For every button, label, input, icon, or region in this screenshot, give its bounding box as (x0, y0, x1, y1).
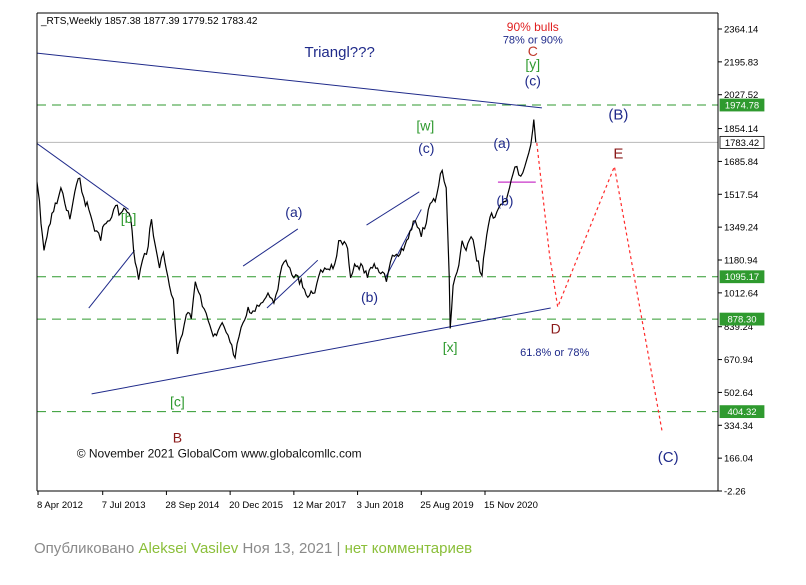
wave-label-15: E (613, 146, 623, 163)
y-tick-label-13: 166.04 (724, 454, 753, 465)
wave-label-12: B (173, 430, 182, 446)
wave-label-16: (C) (658, 449, 679, 466)
y-tick-label-2: 2027.52 (724, 90, 758, 101)
price-chart: C[y](c)(a)(b)(c)[w][x](a)(b)[b][c]BD(B)E… (36, 12, 765, 511)
wave-label-7: [x] (443, 339, 458, 355)
y-tick-label-14: -2.26 (724, 487, 746, 498)
wave-label-5: (c) (418, 140, 434, 156)
x-tick-label-5: 3 Jun 2018 (357, 500, 404, 511)
trend-line-2 (37, 142, 129, 210)
level-tag-label-2: 1095.17 (725, 272, 759, 283)
level-tag-2 (719, 270, 765, 284)
y-tick-label-4: 1685.84 (724, 157, 758, 168)
annotation-4: © November 2021 GlobalCom www.globalcoml… (77, 446, 362, 460)
trend-line-7 (385, 209, 422, 278)
x-tick-label-2: 28 Sep 2014 (165, 500, 219, 511)
plot-area: C[y](c)(a)(b)(c)[w][x](a)(b)[b][c]BD(B)E… (37, 20, 718, 466)
price-line (37, 119, 537, 360)
level-tag-4 (719, 405, 765, 419)
level-tag-label-4: 404.32 (727, 407, 756, 418)
wave-label-14: (B) (608, 107, 628, 124)
x-tick-label-4: 12 Mar 2017 (293, 500, 346, 511)
published-prefix: Опубликовано (34, 540, 135, 557)
trend-line-5 (266, 259, 319, 309)
y-tick-label-6: 1349.24 (724, 223, 758, 234)
comments-link[interactable]: нет комментариев (344, 540, 473, 557)
wave-label-9: (b) (361, 289, 378, 305)
annotation-1: 78% or 90% (503, 34, 563, 46)
annotation-3: Triangl??? (304, 44, 374, 61)
publication-footer: Опубликовано Aleksei Vasilev Ноя 13, 202… (34, 540, 472, 557)
wave-label-10: [b] (121, 210, 137, 226)
wave-label-0: C (528, 43, 538, 59)
level-tag-label-0: 1974.78 (725, 101, 759, 112)
y-tick-label-3: 1854.14 (724, 124, 758, 135)
level-tag-label-1: 1783.42 (725, 138, 759, 149)
y-tick-label-12: 334.34 (724, 421, 753, 432)
level-tag-0 (719, 98, 765, 112)
x-tick-label-3: 20 Dec 2015 (229, 500, 283, 511)
trend-line-4 (242, 228, 299, 267)
level-tag-3 (719, 312, 765, 326)
wave-label-4: (b) (496, 193, 513, 209)
trend-line-6 (366, 191, 420, 226)
y-tick-label-1: 2195.83 (724, 57, 758, 68)
projection-path (536, 142, 663, 433)
chart-header: _RTS,Weekly 1857.38 1877.39 1779.52 1783… (40, 16, 258, 27)
wave-label-13: D (551, 320, 561, 336)
trend-line-0 (37, 52, 542, 109)
y-tick-label-5: 1517.54 (724, 190, 758, 201)
y-tick-label-9: 839.24 (724, 322, 753, 333)
wave-label-2: (c) (525, 72, 541, 88)
wave-label-1: [y] (525, 56, 540, 72)
footer-separator: | (336, 540, 341, 557)
level-tag-label-3: 878.30 (727, 315, 756, 326)
publish-date: Ноя 13, 2021 (242, 540, 333, 557)
y-tick-label-10: 670.94 (724, 355, 753, 366)
trend-line-1 (91, 307, 551, 395)
chart: C [y] (c) (a) (b) (c) [w] [x] (a) (b) [b] [c] B D (B) E… (36, 12, 765, 511)
wave-label-6: [w] (416, 117, 434, 133)
wave-label-8: (a) (285, 204, 302, 220)
annotation-0: 90% bulls (507, 20, 559, 34)
y-tick-label-11: 502.64 (724, 388, 753, 399)
wave-label-11: [c] (170, 394, 185, 410)
x-tick-label-7: 15 Nov 2020 (484, 500, 538, 511)
x-tick-label-0: 8 Apr 2012 (37, 500, 83, 511)
level-tag-1 (719, 135, 765, 149)
wave-label-3: (a) (493, 135, 510, 151)
y-tick-label-8: 1012.64 (724, 288, 758, 299)
x-tick-label-6: 25 Aug 2019 (420, 500, 473, 511)
y-tick-label-0: 2364.14 (724, 25, 758, 36)
x-tick-label-1: 7 Jul 2013 (102, 500, 146, 511)
author-link[interactable]: Aleksei Vasilev (138, 540, 239, 557)
y-tick-label-7: 1180.94 (724, 256, 758, 267)
trend-line-3 (88, 250, 135, 309)
annotation-2: 61.8% or 78% (520, 347, 589, 359)
